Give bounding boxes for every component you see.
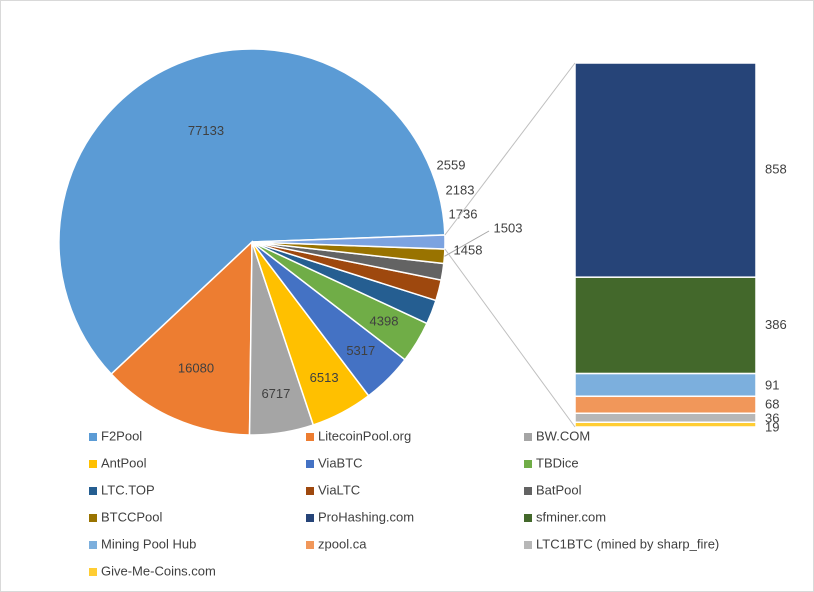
legend-swatch-vialtc bbox=[306, 487, 314, 495]
pie-slice-litecoinpool-org bbox=[110, 240, 253, 436]
legend-swatch-give-me-coins-com bbox=[89, 568, 97, 576]
bar-label-ltc1btc-mined-by-sharp-fire: 36 bbox=[765, 410, 779, 425]
legend-label-batpool: BatPool bbox=[536, 482, 582, 497]
legend-label-litecoinpool-org: LitecoinPool.org bbox=[318, 428, 411, 443]
legend-label-antpool: AntPool bbox=[101, 455, 147, 470]
pie-label-tbdice: 4398 bbox=[370, 314, 399, 329]
bar-label-zpool-ca: 68 bbox=[765, 396, 779, 411]
bar-label-prohashing-com: 858 bbox=[765, 162, 787, 177]
connector-line-bottom bbox=[444, 248, 576, 428]
legend-label-mining-pool-hub: Mining Pool Hub bbox=[101, 536, 196, 551]
legend-label-sfminer-com: sfminer.com bbox=[536, 509, 606, 524]
pie-label-ltc-top: 2559 bbox=[437, 157, 466, 172]
bar-segment-sfminer-com bbox=[574, 276, 757, 375]
bar-segment-prohashing-com bbox=[574, 62, 757, 278]
legend-label-viabtc: ViaBTC bbox=[318, 455, 363, 470]
bar-segment-mining-pool-hub bbox=[574, 372, 757, 398]
bar-label-mining-pool-hub: 91 bbox=[765, 377, 779, 392]
legend-swatch-prohashing-com bbox=[306, 514, 314, 522]
legend-label-give-me-coins-com: Give-Me-Coins.com bbox=[101, 563, 216, 578]
bar-segment-ltc1btc-mined-by-sharp-fire bbox=[574, 412, 757, 424]
legend-swatch-btccpool bbox=[89, 514, 97, 522]
legend-swatch-tbdice bbox=[524, 460, 532, 468]
pie-label-antpool: 6513 bbox=[310, 370, 339, 385]
legend-swatch-ltc-top bbox=[89, 487, 97, 495]
bar-label-sfminer-com: 386 bbox=[765, 317, 787, 332]
legend-label-f2pool: F2Pool bbox=[101, 428, 142, 443]
connector-line-top bbox=[444, 62, 576, 236]
legend-label-vialtc: ViaLTC bbox=[318, 482, 360, 497]
legend-label-prohashing-com: ProHashing.com bbox=[318, 509, 414, 524]
legend-swatch-batpool bbox=[524, 487, 532, 495]
pie-label-f2pool: 77133 bbox=[188, 123, 224, 138]
legend-swatch-zpool-ca bbox=[306, 541, 314, 549]
pie-label-btccpool: 1503 bbox=[494, 220, 523, 235]
legend-swatch-bw-com bbox=[524, 433, 532, 441]
pie-label-batpool: 1736 bbox=[449, 206, 478, 221]
pie-label-vialtc: 2183 bbox=[446, 182, 475, 197]
legend-swatch-mining-pool-hub bbox=[89, 541, 97, 549]
legend-label-bw-com: BW.COM bbox=[536, 428, 590, 443]
leader-line-btccpool bbox=[444, 230, 490, 257]
legend-swatch-f2pool bbox=[89, 433, 97, 441]
pie-slice-f2pool bbox=[58, 48, 446, 376]
pie-label-viabtc: 5317 bbox=[346, 343, 375, 358]
legend-label-tbdice: TBDice bbox=[536, 455, 579, 470]
legend-swatch-litecoinpool-org bbox=[306, 433, 314, 441]
legend-label-btccpool: BTCCPool bbox=[101, 509, 163, 524]
pie-label-bw-com: 6717 bbox=[261, 386, 290, 401]
legend-swatch-antpool bbox=[89, 460, 97, 468]
legend-label-ltc-top: LTC.TOP bbox=[101, 482, 155, 497]
bar-segment-give-me-coins-com bbox=[574, 421, 757, 428]
bar-segment-zpool-ca bbox=[574, 395, 757, 415]
legend-label-zpool-ca: zpool.ca bbox=[318, 536, 367, 551]
legend-swatch-ltc1btc-mined-by-sharp-fire bbox=[524, 541, 532, 549]
bar-label-give-me-coins-com: 19 bbox=[765, 419, 779, 434]
pie-label-other: 1458 bbox=[454, 242, 483, 257]
legend-label-ltc1btc-mined-by-sharp-fire: LTC1BTC (mined by sharp_fire) bbox=[536, 536, 719, 551]
legend-swatch-sfminer-com bbox=[524, 514, 532, 522]
legend-swatch-viabtc bbox=[306, 460, 314, 468]
pie-label-litecoinpool-org: 16080 bbox=[178, 361, 214, 376]
